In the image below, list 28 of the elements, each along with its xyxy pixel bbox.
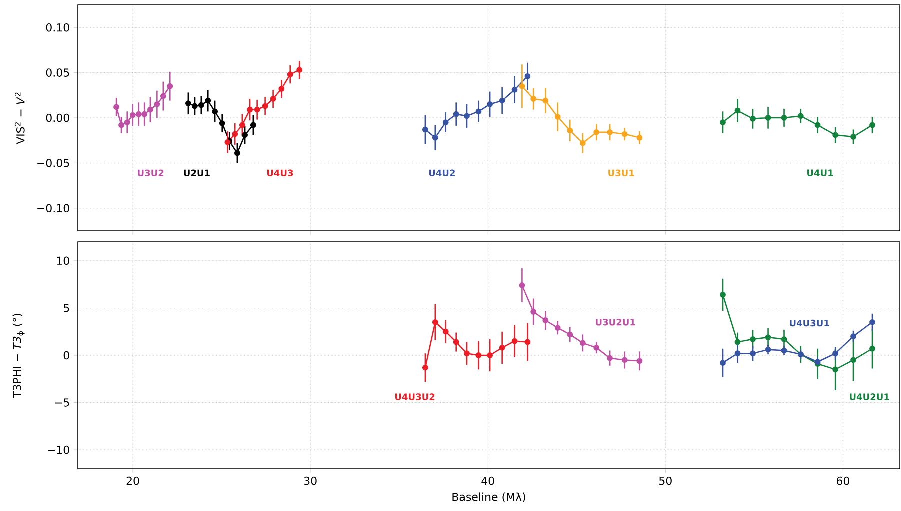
x-tick-label: 50 bbox=[660, 476, 672, 486]
y-tick-label: −0.10 bbox=[38, 204, 70, 213]
text: U4U2 bbox=[429, 170, 455, 177]
text: U4U3 bbox=[267, 170, 294, 177]
text: U3U2 bbox=[138, 170, 164, 177]
text: U2U1 bbox=[184, 170, 210, 177]
x-tick-label: 30 bbox=[304, 476, 317, 486]
y-tick-label: 0 bbox=[64, 351, 70, 360]
y-tick-label: 10 bbox=[57, 256, 70, 266]
y-tick-label: 0.10 bbox=[46, 23, 70, 32]
x-tick-label: 40 bbox=[482, 476, 494, 486]
y-tick-label: −5 bbox=[55, 398, 70, 407]
y-tick-label: −10 bbox=[48, 446, 70, 454]
text: U4U2U1 bbox=[850, 394, 890, 400]
x-tick-label: 60 bbox=[836, 476, 850, 486]
y-axis-title: T3PHI − T3$_{ϕ}$ (°) bbox=[12, 314, 25, 398]
text: U4U3U1 bbox=[790, 320, 830, 327]
y-tick-label: −0.05 bbox=[38, 159, 70, 168]
x-axis-title: Baseline (Mλ) bbox=[452, 492, 526, 503]
text: U3U2U1 bbox=[596, 318, 636, 326]
text: U3U1 bbox=[608, 170, 634, 177]
x-tick-label: 20 bbox=[126, 476, 140, 486]
y-tick-label: 0.05 bbox=[46, 68, 70, 77]
y-tick-label: 5 bbox=[64, 304, 70, 312]
y-axis-title: VIS$^{2}$ − V$^{2}$ bbox=[14, 92, 25, 144]
y-tick-label: 0.00 bbox=[46, 114, 70, 122]
text: U4U1 bbox=[808, 170, 834, 176]
text: U4U3U2 bbox=[396, 394, 435, 400]
